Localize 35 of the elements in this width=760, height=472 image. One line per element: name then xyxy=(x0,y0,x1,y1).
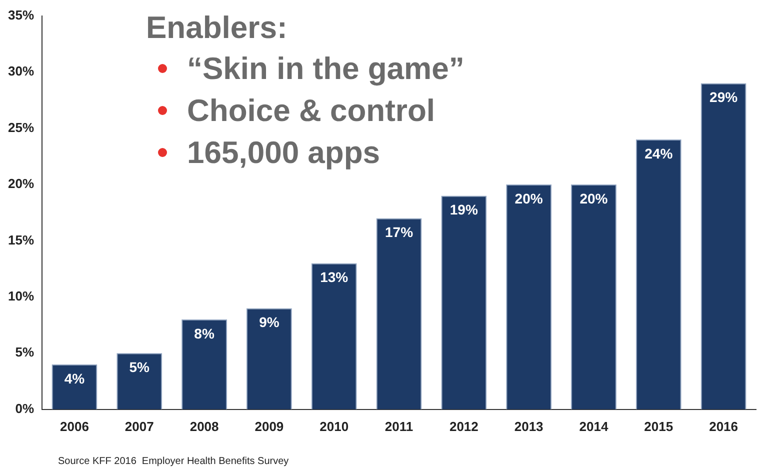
data-label: 17% xyxy=(384,224,414,240)
x-tick-label: 2015 xyxy=(644,418,674,434)
x-tick-label: 2013 xyxy=(514,418,544,434)
y-tick-label: 20% xyxy=(8,176,34,192)
annotation: Choice & control xyxy=(187,93,436,128)
data-label: 24% xyxy=(644,145,674,162)
data-label: 4% xyxy=(64,370,86,386)
y-tick-label: 5% xyxy=(15,344,34,360)
y-tick-label: 0% xyxy=(15,400,34,416)
x-tick-label: 2016 xyxy=(709,418,738,434)
source-note: Source KFF 2016 Employer Health Benefits Survey xyxy=(58,456,289,467)
y-tick-label: 25% xyxy=(8,120,34,135)
annotation: Enablers: xyxy=(146,10,288,46)
x-tick-label: 2014 xyxy=(579,418,609,434)
x-tick-label: 2011 xyxy=(384,418,414,434)
y-tick-label: 30% xyxy=(8,64,34,79)
data-label: 19% xyxy=(450,202,478,218)
data-label: 20% xyxy=(514,190,544,206)
data-label: 20% xyxy=(580,190,608,206)
x-tick-label: 2009 xyxy=(254,418,284,434)
data-label: 13% xyxy=(320,269,349,286)
x-tick-label: 2010 xyxy=(320,418,349,434)
x-tick-label: 2012 xyxy=(449,418,478,434)
data-label: 8% xyxy=(194,325,215,342)
data-label: 5% xyxy=(129,359,150,376)
data-label: 9% xyxy=(259,314,280,330)
x-tick-label: 2008 xyxy=(190,418,219,434)
data-label: 29% xyxy=(710,89,738,106)
y-tick-label: 10% xyxy=(8,288,34,304)
y-tick-label: 15% xyxy=(8,232,34,248)
y-tick-label: 35% xyxy=(8,7,34,22)
x-tick-label: 2007 xyxy=(124,418,154,434)
x-tick-label: 2006 xyxy=(60,418,89,434)
annotation: “Skin in the game” xyxy=(187,51,464,86)
annotation: 165,000 apps xyxy=(187,135,380,170)
